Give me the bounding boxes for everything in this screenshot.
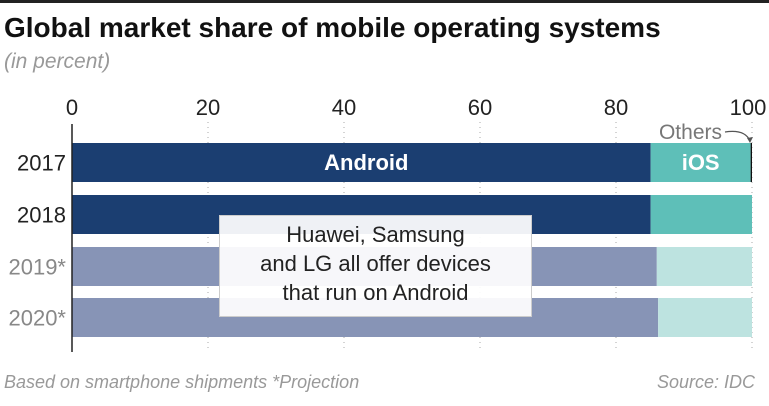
- annotation-box: Huawei, Samsung and LG all offer devices…: [219, 215, 532, 317]
- annotation-line: Huawei, Samsung: [286, 222, 465, 247]
- bar-ios: [656, 247, 752, 286]
- footer-note: Based on smartphone shipments *Projectio…: [4, 372, 360, 392]
- bar-android: [72, 143, 651, 182]
- arrowhead-icon: [747, 137, 753, 143]
- x-tick-label: 20: [196, 95, 220, 120]
- annotation-line: and LG all offer devices: [260, 251, 491, 276]
- bar-others: [750, 143, 752, 182]
- bar-ios: [650, 143, 751, 182]
- x-tick-label: 100: [730, 95, 767, 120]
- x-tick-label: 40: [332, 95, 356, 120]
- y-tick-label: 2017: [17, 151, 66, 176]
- footer-source: Source: IDC: [656, 372, 755, 392]
- chart-subtitle: (in percent): [4, 50, 111, 73]
- x-tick-label: 60: [468, 95, 492, 120]
- x-tick-label: 0: [66, 95, 78, 120]
- y-tick-label: 2018: [17, 203, 66, 228]
- bar-ios: [658, 298, 752, 337]
- bar-ios: [650, 195, 752, 234]
- label-others: Others: [659, 121, 722, 144]
- annotation-line: that run on Android: [282, 280, 469, 305]
- label-ios: iOS: [682, 150, 720, 175]
- top-rule: [0, 0, 769, 3]
- x-tick-label: 80: [604, 95, 628, 120]
- label-android: Android: [324, 150, 408, 175]
- chart-title: Global market share of mobile operating …: [4, 12, 661, 43]
- others-arrow-icon: [724, 130, 751, 142]
- y-tick-label: 2019*: [8, 255, 66, 280]
- y-tick-label: 2020*: [8, 306, 66, 331]
